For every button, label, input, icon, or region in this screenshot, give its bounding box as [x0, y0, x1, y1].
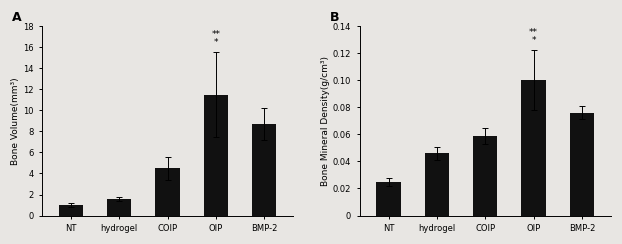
- Text: A: A: [12, 11, 21, 24]
- Text: **: **: [211, 30, 220, 39]
- Bar: [58, 205, 83, 215]
- Text: *: *: [531, 36, 536, 45]
- Bar: [156, 168, 180, 215]
- Bar: [252, 124, 276, 215]
- Y-axis label: Bone Volume(mm³): Bone Volume(mm³): [11, 77, 20, 165]
- Bar: [473, 136, 498, 215]
- Bar: [521, 80, 545, 215]
- Text: B: B: [330, 11, 339, 24]
- Bar: [570, 113, 594, 215]
- Bar: [425, 153, 449, 215]
- Bar: [107, 199, 131, 215]
- Bar: [376, 182, 401, 215]
- Text: **: **: [529, 28, 538, 37]
- Y-axis label: Bone Mineral Density(g/cm³): Bone Mineral Density(g/cm³): [321, 56, 330, 186]
- Bar: [204, 94, 228, 215]
- Text: *: *: [213, 38, 218, 47]
